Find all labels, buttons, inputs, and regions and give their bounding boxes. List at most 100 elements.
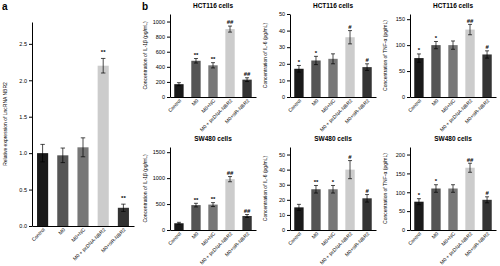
tick: 150 xyxy=(396,16,410,22)
error-bar xyxy=(194,59,198,64)
axis-line xyxy=(291,230,377,231)
bar xyxy=(242,216,251,230)
tick: Control xyxy=(287,98,303,114)
tick-label: 0.0 xyxy=(19,223,27,229)
error-bar xyxy=(485,51,489,58)
annotation: ## xyxy=(227,170,234,176)
bar xyxy=(345,37,354,97)
x-axis: ControlM0M0+NCM0 + pcDNA-NBR2M0+siR-NBR2 xyxy=(287,97,377,132)
bar xyxy=(328,189,337,230)
bar xyxy=(294,69,303,97)
error-bar xyxy=(468,163,472,172)
axis-line xyxy=(171,230,257,231)
panel: ****####050010001500ControlM0M0+NCM0 + p… xyxy=(142,135,256,266)
y-axis: 01020304050 xyxy=(279,148,291,234)
tick-mark xyxy=(29,80,32,81)
annotation: * xyxy=(315,50,318,56)
bar xyxy=(465,30,474,97)
annotation: # xyxy=(485,44,489,50)
axis-line xyxy=(410,148,411,231)
tick-mark xyxy=(287,185,290,186)
tick-label: Control xyxy=(287,231,303,247)
error-bar xyxy=(121,204,125,211)
tick-mark xyxy=(167,152,170,153)
tick-label: 40 xyxy=(279,28,285,34)
bar xyxy=(174,223,183,230)
tick-mark xyxy=(29,117,32,118)
tick-label: M0 xyxy=(190,230,199,239)
error-bar xyxy=(451,185,455,193)
tick-mark xyxy=(287,64,290,65)
annotation: ** xyxy=(194,197,199,203)
tick-label: 1500 xyxy=(153,149,165,155)
error-bar xyxy=(434,185,438,193)
x-axis: ControlM0M0+NCM0 + pcDNA-NBR2M0+siR-NBR2 xyxy=(407,97,497,132)
tick-mark xyxy=(29,226,32,227)
bar xyxy=(311,189,320,230)
annotation: ## xyxy=(227,19,234,25)
tick-label: 50 xyxy=(279,11,285,17)
tick: Control xyxy=(287,231,303,247)
panel-label: a xyxy=(2,1,8,12)
tick: M0 xyxy=(430,230,439,239)
bar xyxy=(362,67,371,97)
tick: 10 xyxy=(279,212,290,218)
tick-mark xyxy=(167,82,170,83)
tick: 0 xyxy=(162,94,170,100)
bar xyxy=(225,29,234,97)
marks xyxy=(294,31,371,97)
tick-label: 0 xyxy=(402,94,405,100)
bar xyxy=(208,65,217,97)
annotation: * xyxy=(332,179,335,185)
axis-line xyxy=(170,15,171,98)
tick: 600 xyxy=(156,49,170,55)
annotation: # xyxy=(365,57,369,63)
annotation: # xyxy=(348,24,352,30)
tick-mark xyxy=(407,230,410,231)
tick-label: 100 xyxy=(396,190,405,196)
bar xyxy=(57,155,68,226)
x-axis: ControlM0M0+NCM0 + pcDNA-NBR2M0+siR-NBR2 xyxy=(167,97,257,132)
tick: Control xyxy=(407,98,423,114)
tick-label: M0 xyxy=(57,226,66,235)
bar xyxy=(362,198,371,230)
error-bar xyxy=(61,148,65,163)
tick-label: 200 xyxy=(396,152,405,158)
tick-label: 500 xyxy=(156,201,165,207)
tick-mark xyxy=(407,97,410,98)
error-bar xyxy=(211,63,215,68)
error-bar xyxy=(468,24,472,34)
axis-line xyxy=(291,97,377,98)
tick-mark xyxy=(287,47,290,48)
tick: M0 xyxy=(57,226,66,235)
tick: 2.5 xyxy=(19,41,32,47)
tick-label: 20 xyxy=(279,197,285,203)
bar xyxy=(208,205,217,230)
tick-label: 1.5 xyxy=(19,114,27,120)
tick-mark xyxy=(29,190,32,191)
y-axis: 01020304050 xyxy=(279,11,291,100)
tick-mark xyxy=(407,211,410,212)
tick: 1.0 xyxy=(19,150,32,156)
tick: M0 xyxy=(310,230,319,239)
axis-line xyxy=(410,15,411,98)
tick-mark xyxy=(29,44,32,45)
tick: 40 xyxy=(279,167,290,173)
tick: 1.5 xyxy=(19,114,32,120)
error-bar xyxy=(434,41,438,48)
tick-label: M0+siR-NBR2 xyxy=(343,97,370,124)
bar xyxy=(191,205,200,230)
annotation: ** xyxy=(314,179,319,185)
annotation: # xyxy=(348,154,352,160)
tick-label: M0 xyxy=(430,97,439,106)
y-axis-title: Concentration of IL-1β (pg/mL) xyxy=(142,154,148,223)
bar xyxy=(98,66,109,226)
chart: a****0.00.51.01.52.02.5ControlM0M0+NCM0 … xyxy=(0,0,500,266)
bar xyxy=(225,179,234,230)
axis-line xyxy=(411,230,497,231)
tick: 0 xyxy=(282,227,290,233)
tick-label: M0+siR-NBR2 xyxy=(463,97,490,124)
panel: **###050100150200ControlM0M0+NCM0 + pcDN… xyxy=(382,135,496,266)
tick-label: M0 xyxy=(310,230,319,239)
tick-label: 1000 xyxy=(153,175,165,181)
